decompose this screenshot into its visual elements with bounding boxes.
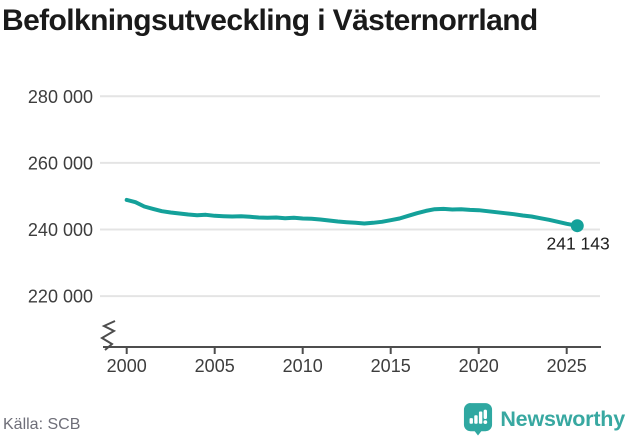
x-axis-tick-label: 2015 <box>371 356 411 376</box>
population-line <box>124 197 580 228</box>
y-axis-tick-label: 240 000 <box>28 220 93 240</box>
x-axis-tick-label: 2005 <box>195 356 235 376</box>
y-axis-tick-label: 280 000 <box>28 87 93 107</box>
y-axis-tick-label: 220 000 <box>28 287 93 307</box>
newsworthy-logo-link[interactable]: Newsworthy <box>463 402 625 436</box>
latest-value-label: 241 143 <box>546 234 609 254</box>
x-axis-tick-label: 2000 <box>107 356 147 376</box>
newsworthy-wordmark: Newsworthy <box>500 406 625 431</box>
axis-break-icon <box>100 320 117 351</box>
chart-title: Befolkningsutveckling i Västernorrland <box>2 4 538 37</box>
x-axis-tick-label: 2025 <box>547 356 587 376</box>
source-label: Källa: SCB <box>3 416 81 433</box>
latest-point-marker <box>570 219 584 233</box>
newsworthy-bar-chart-icon <box>464 403 493 436</box>
y-axis-tick-label: 260 000 <box>28 153 93 173</box>
x-axis-tick-label: 2020 <box>459 356 499 376</box>
x-axis-tick-label: 2010 <box>283 356 323 376</box>
